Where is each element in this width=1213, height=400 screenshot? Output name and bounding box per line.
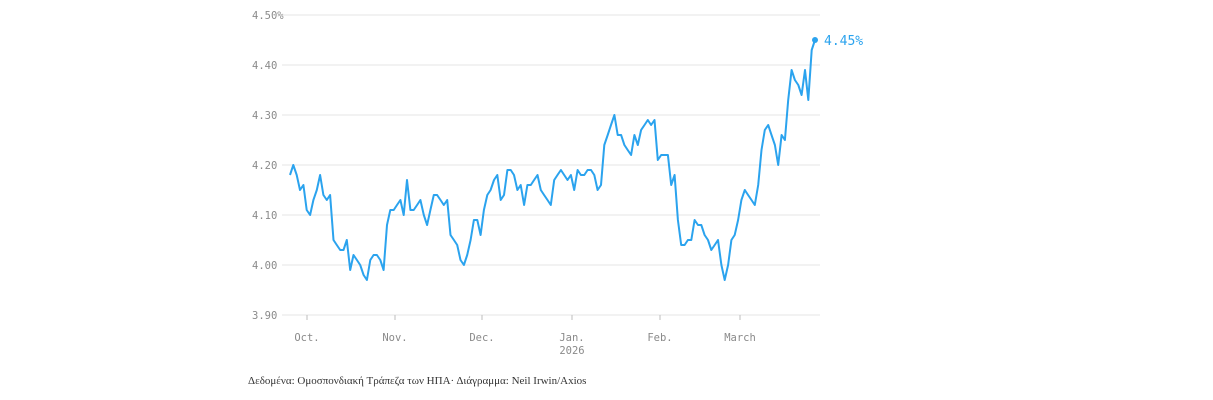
y-tick-label: 4.40	[252, 60, 277, 72]
treasury-yield-chart: 3.90 4.00 4.10 4.20 4.30 4.40 4.50% Oct. Nov. De…	[252, 10, 863, 357]
gridlines	[282, 14, 820, 316]
y-tick-label: 3.90	[252, 310, 277, 322]
x-tick-label: Jan.	[559, 332, 584, 344]
series-layer: 4.45%	[289, 34, 863, 281]
x-tick-label: Feb.	[647, 332, 672, 344]
y-tick-label: 4.00	[252, 260, 277, 272]
y-tick-label: 4.20	[252, 160, 277, 172]
end-value-label: 4.45%	[824, 34, 863, 49]
x-tick-label: Dec.	[469, 332, 494, 344]
x-tick-label: Nov.	[382, 332, 407, 344]
x-tick-label: March	[724, 332, 756, 344]
x-axis-ticks: Oct. Nov. Dec. Jan.2026 Feb. March	[294, 315, 756, 357]
y-tick-label: 4.10	[252, 210, 277, 222]
y-tick-label: 4.30	[252, 110, 277, 122]
y-axis-ticks: 3.90 4.00 4.10 4.20 4.30 4.40 4.50%	[252, 10, 284, 322]
x-tick-sublabel: 2026	[559, 345, 584, 357]
yield-series-line	[289, 39, 816, 281]
x-tick-label: Oct.	[294, 332, 319, 344]
end-point-marker	[812, 37, 818, 43]
source-credit: Δεδομένα: Ομοσπονδιακή Τράπεζα των ΗΠΑ· …	[248, 375, 587, 387]
y-tick-label: 4.50%	[252, 10, 284, 22]
